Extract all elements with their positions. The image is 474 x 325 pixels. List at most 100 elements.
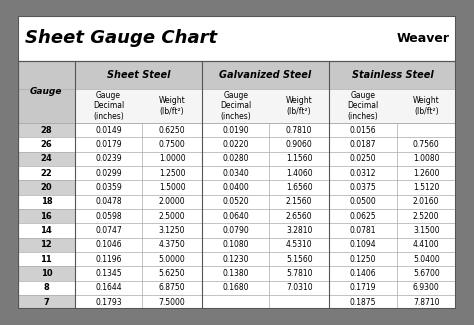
Text: 7.8710: 7.8710 — [413, 298, 439, 307]
Bar — [75, 89, 202, 123]
Text: 0.1094: 0.1094 — [349, 240, 376, 249]
Text: 4.3750: 4.3750 — [159, 240, 185, 249]
Text: 11: 11 — [40, 255, 52, 264]
Text: 1.0000: 1.0000 — [159, 154, 185, 163]
Text: 7.5000: 7.5000 — [159, 298, 185, 307]
Text: 1.2500: 1.2500 — [159, 169, 185, 177]
Bar — [75, 281, 456, 295]
Text: 5.0400: 5.0400 — [413, 255, 439, 264]
Text: 0.0478: 0.0478 — [95, 197, 122, 206]
Text: 0.0790: 0.0790 — [222, 226, 249, 235]
Text: 3.1500: 3.1500 — [413, 226, 439, 235]
Text: 0.0625: 0.0625 — [349, 212, 376, 221]
Text: 0.1345: 0.1345 — [95, 269, 122, 278]
Text: 1.6560: 1.6560 — [286, 183, 312, 192]
Bar — [18, 266, 75, 281]
Text: 0.0250: 0.0250 — [349, 154, 376, 163]
Text: Gauge
Decimal
(inches): Gauge Decimal (inches) — [220, 91, 251, 121]
Text: 0.1230: 0.1230 — [222, 255, 249, 264]
Bar — [202, 89, 329, 123]
Text: 0.0190: 0.0190 — [222, 125, 249, 135]
Text: 3.1250: 3.1250 — [159, 226, 185, 235]
Text: 0.1875: 0.1875 — [349, 298, 376, 307]
Text: 2.0000: 2.0000 — [159, 197, 185, 206]
Text: 0.0747: 0.0747 — [95, 226, 122, 235]
Bar — [18, 166, 75, 180]
Text: 0.0640: 0.0640 — [222, 212, 249, 221]
Bar — [75, 123, 456, 137]
Text: Galvanized Steel: Galvanized Steel — [219, 70, 311, 80]
Text: 1.5000: 1.5000 — [159, 183, 185, 192]
Text: 1.0080: 1.0080 — [413, 154, 439, 163]
Text: Weight
(lb/ft²): Weight (lb/ft²) — [159, 96, 185, 116]
Text: 0.1644: 0.1644 — [95, 283, 122, 292]
Text: 7: 7 — [44, 298, 49, 307]
Text: 1.4060: 1.4060 — [286, 169, 312, 177]
Bar — [18, 223, 75, 238]
Text: 0.1793: 0.1793 — [95, 298, 122, 307]
Text: Weight
(lb/ft²): Weight (lb/ft²) — [286, 96, 312, 116]
Text: 2.0160: 2.0160 — [413, 197, 439, 206]
Text: Stainless Steel: Stainless Steel — [352, 70, 433, 80]
Bar — [329, 61, 456, 89]
Text: Sheet Steel: Sheet Steel — [107, 70, 170, 80]
Text: 0.0400: 0.0400 — [222, 183, 249, 192]
Bar — [18, 151, 75, 166]
Bar — [18, 209, 75, 223]
Text: Weight
(lb/ft²): Weight (lb/ft²) — [413, 96, 439, 116]
Bar — [75, 195, 456, 209]
Bar — [75, 223, 456, 238]
Text: 1.5120: 1.5120 — [413, 183, 439, 192]
Text: 0.1046: 0.1046 — [95, 240, 122, 249]
Text: 0.7810: 0.7810 — [286, 125, 312, 135]
Text: 1.1560: 1.1560 — [286, 154, 312, 163]
Bar — [18, 123, 75, 137]
Text: 0.7560: 0.7560 — [413, 140, 439, 149]
Text: 0.0781: 0.0781 — [349, 226, 376, 235]
Text: 8: 8 — [44, 283, 49, 292]
Bar — [75, 166, 456, 180]
Text: 3.2810: 3.2810 — [286, 226, 312, 235]
Text: 0.0359: 0.0359 — [95, 183, 122, 192]
Text: 0.1406: 0.1406 — [349, 269, 376, 278]
Bar — [75, 151, 456, 166]
Text: 7.0310: 7.0310 — [286, 283, 312, 292]
Text: 0.6250: 0.6250 — [159, 125, 185, 135]
Text: 2.5200: 2.5200 — [413, 212, 439, 221]
Bar — [75, 252, 456, 266]
Text: 0.9060: 0.9060 — [286, 140, 312, 149]
Text: 0.1680: 0.1680 — [222, 283, 249, 292]
Text: 0.0375: 0.0375 — [349, 183, 376, 192]
Text: 6.8750: 6.8750 — [159, 283, 185, 292]
Text: 0.0280: 0.0280 — [222, 154, 249, 163]
Text: 4.5310: 4.5310 — [286, 240, 312, 249]
Bar — [18, 281, 75, 295]
Bar — [329, 89, 456, 123]
Text: 5.6250: 5.6250 — [159, 269, 185, 278]
Text: 0.7500: 0.7500 — [159, 140, 185, 149]
Text: 0.0220: 0.0220 — [222, 140, 249, 149]
Text: 0.0299: 0.0299 — [95, 169, 122, 177]
Text: 2.6560: 2.6560 — [286, 212, 312, 221]
Text: Weaver: Weaver — [396, 32, 449, 45]
Text: 0.0340: 0.0340 — [222, 169, 249, 177]
Text: 18: 18 — [41, 197, 52, 206]
Text: 22: 22 — [40, 169, 52, 177]
Text: 0.1196: 0.1196 — [95, 255, 122, 264]
Text: 6.9300: 6.9300 — [413, 283, 439, 292]
Text: Gauge
Decimal
(inches): Gauge Decimal (inches) — [347, 91, 378, 121]
Text: 0.1719: 0.1719 — [349, 283, 376, 292]
Text: 0.0500: 0.0500 — [349, 197, 376, 206]
Text: 0.0598: 0.0598 — [95, 212, 122, 221]
Bar — [202, 61, 329, 89]
Bar — [75, 180, 456, 195]
Text: 0.1080: 0.1080 — [222, 240, 249, 249]
Text: 16: 16 — [40, 212, 52, 221]
Text: Gauge
Decimal
(inches): Gauge Decimal (inches) — [93, 91, 124, 121]
Text: 2.5000: 2.5000 — [159, 212, 185, 221]
Text: 0.1380: 0.1380 — [222, 269, 249, 278]
Bar — [18, 180, 75, 195]
Text: 26: 26 — [40, 140, 52, 149]
Text: 0.1250: 0.1250 — [349, 255, 376, 264]
Bar — [18, 16, 456, 61]
